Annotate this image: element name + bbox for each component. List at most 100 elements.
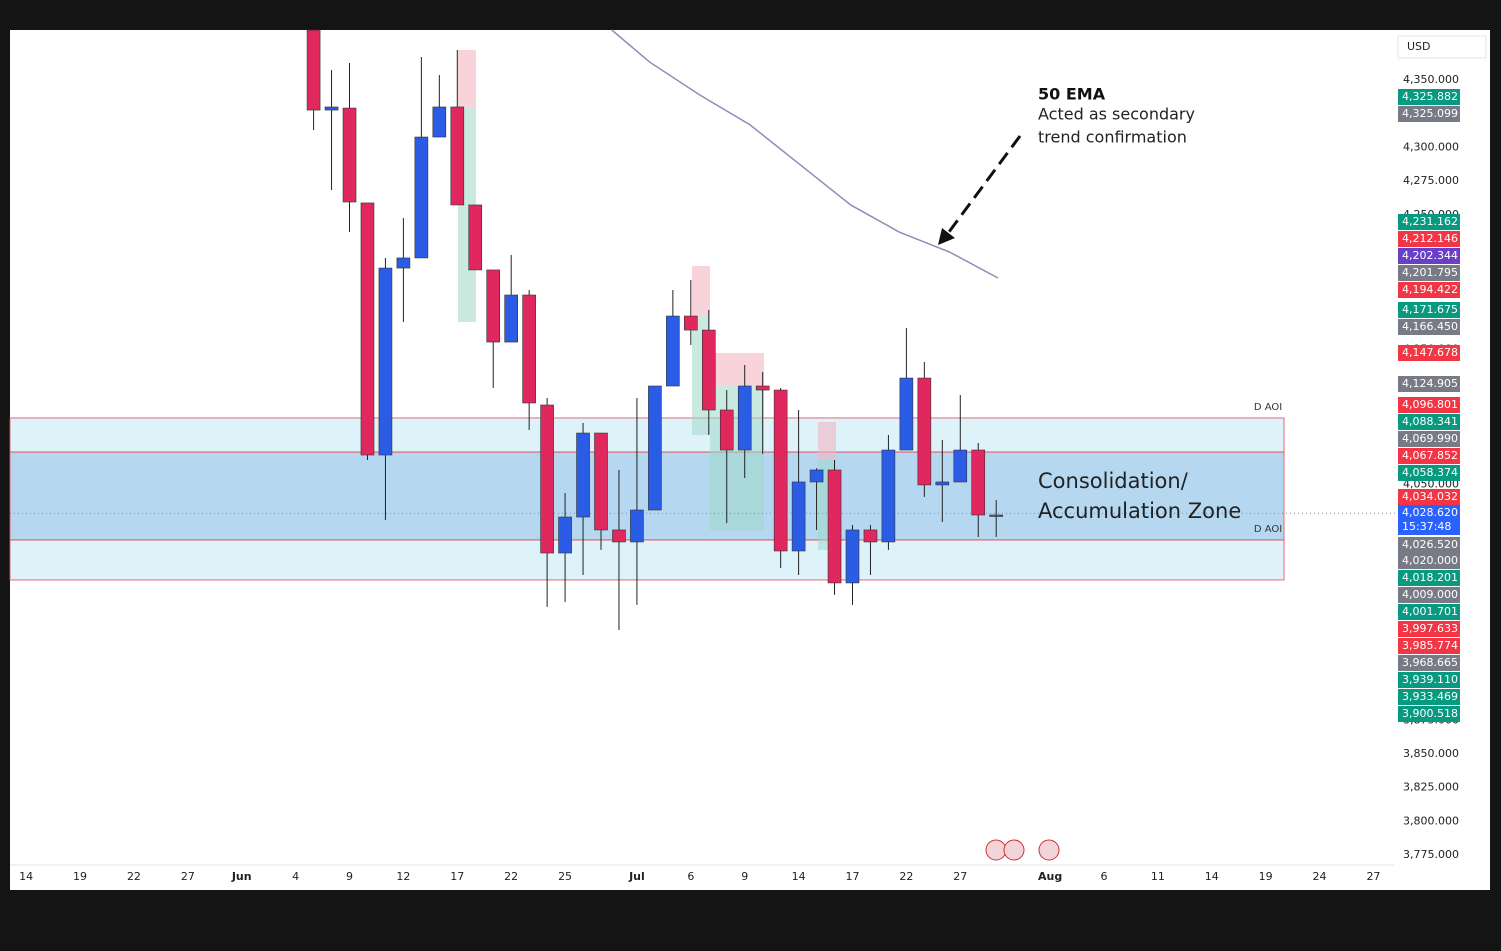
x-tick-label: 17 [450, 870, 464, 883]
candle-body [540, 404, 554, 554]
x-tick-label: 14 [19, 870, 33, 883]
price-badge [1398, 248, 1460, 264]
candle-body [432, 106, 447, 138]
candle-body [971, 449, 986, 516]
candle-body [342, 107, 357, 203]
candle-body [935, 481, 950, 486]
price-badge [1398, 587, 1460, 603]
price-badge [1398, 570, 1460, 586]
price-badge [1398, 376, 1460, 392]
candle-body [558, 516, 572, 554]
candle-body [863, 529, 878, 543]
price-badge-label: 4,202.344 [1402, 249, 1458, 262]
price-badge [1398, 345, 1460, 361]
risk-box [710, 353, 764, 386]
zone-text: Accumulation Zone [1038, 499, 1241, 523]
x-tick-label: 17 [845, 870, 859, 883]
candle-body [701, 329, 716, 411]
candle-body [324, 106, 339, 111]
price-badge-label: 4,009.000 [1402, 588, 1458, 601]
price-badge-label: 3,968.665 [1402, 656, 1458, 669]
event-icon [1038, 839, 1060, 861]
price-badge-label: 4,194.422 [1402, 283, 1458, 296]
price-badge-label: 4,020.000 [1402, 554, 1458, 567]
annotation-line: trend confirmation [1038, 128, 1187, 147]
currency: USD [1407, 40, 1431, 53]
ema-line [611, 29, 999, 279]
price-badge [1398, 655, 1460, 671]
annotation-line: Acted as secondary [1038, 105, 1195, 124]
x-tick-label: 11 [1151, 870, 1165, 883]
x-tick-label: 25 [558, 870, 572, 883]
price-badge-label: 4,212.146 [1402, 232, 1458, 245]
candle-body [953, 449, 968, 483]
x-tick-label: 19 [1259, 870, 1273, 883]
candle-body [773, 389, 788, 552]
price-badge [1398, 89, 1460, 105]
candle-body [486, 269, 501, 343]
x-tick-label: 14 [1205, 870, 1219, 883]
price-badge-label: 4,028.620 [1402, 506, 1458, 519]
arrow-head [938, 228, 955, 245]
x-tick-label: 9 [346, 870, 353, 883]
zone [9, 539, 1285, 581]
candle-body [648, 385, 662, 511]
event-icons [985, 839, 1060, 861]
lines [10, 29, 1395, 514]
x-tick-label: 4 [292, 870, 299, 883]
candle-body [414, 136, 429, 259]
candle-body [396, 257, 411, 269]
x-tick-label: Jun [231, 870, 252, 883]
currency-box [1397, 35, 1487, 59]
candle-body [881, 449, 896, 543]
zone [9, 417, 1285, 453]
zone [9, 451, 1285, 541]
price-badge-label: 4,231.162 [1402, 215, 1458, 228]
candle-body [845, 529, 860, 584]
price-badge-label: 4,325.882 [1402, 90, 1458, 103]
x-tick-label: Jul [628, 870, 645, 883]
zones [9, 417, 1285, 581]
x-tick-label: Aug [1038, 870, 1062, 883]
price-badge-label: 4,166.450 [1402, 320, 1458, 333]
risk-box [458, 50, 476, 107]
y-tick-label: 3,850.000 [1403, 747, 1459, 760]
price-badge [1398, 214, 1460, 230]
price-badge-label: 4,124.905 [1402, 377, 1458, 390]
price-badge-label: 3,939.110 [1402, 673, 1458, 686]
price-badge [1398, 106, 1460, 122]
candle-body [684, 315, 698, 331]
price-badge-label: 4,034.032 [1402, 490, 1458, 503]
x-tick-label: 22 [899, 870, 913, 883]
candle-body [576, 432, 590, 518]
y-tick-label: 3,775.000 [1403, 848, 1459, 861]
price-badge-label: 4,069.990 [1402, 432, 1458, 445]
axes: USD 4,350.0004,300.0004,275.0004,250.000… [19, 35, 1487, 883]
annotation: 50 EMA Acted as secondary trend confirma… [938, 85, 1282, 861]
price-badge [1398, 319, 1460, 335]
annotation-title: 50 EMA [1038, 85, 1106, 104]
price-badge [1398, 448, 1460, 464]
candle-body [737, 385, 752, 451]
price-badge-label: 4,325.099 [1402, 107, 1458, 120]
price-badge [1398, 537, 1460, 553]
price-badge-label: 4,171.675 [1402, 303, 1458, 316]
price-badge [1398, 638, 1460, 654]
price-badge-label: 3,933.469 [1402, 690, 1458, 703]
price-badge-label: 4,001.701 [1402, 605, 1458, 618]
x-tick-label: 22 [504, 870, 518, 883]
x-tick-label: 24 [1313, 870, 1327, 883]
price-badge-label: 4,018.201 [1402, 571, 1458, 584]
price-badge-label: 4,067.852 [1402, 449, 1458, 462]
price-badge [1398, 505, 1460, 535]
price-badge [1398, 706, 1460, 722]
y-tick-label: 4,350.000 [1403, 73, 1459, 86]
price-badge [1398, 672, 1460, 688]
candle-body [450, 106, 465, 206]
zone-text: Consolidation/ [1038, 469, 1189, 493]
x-tick-label: 27 [953, 870, 967, 883]
countdown: 15:37:48 [1402, 520, 1451, 533]
reward-box [710, 386, 764, 530]
price-badge [1398, 302, 1460, 318]
